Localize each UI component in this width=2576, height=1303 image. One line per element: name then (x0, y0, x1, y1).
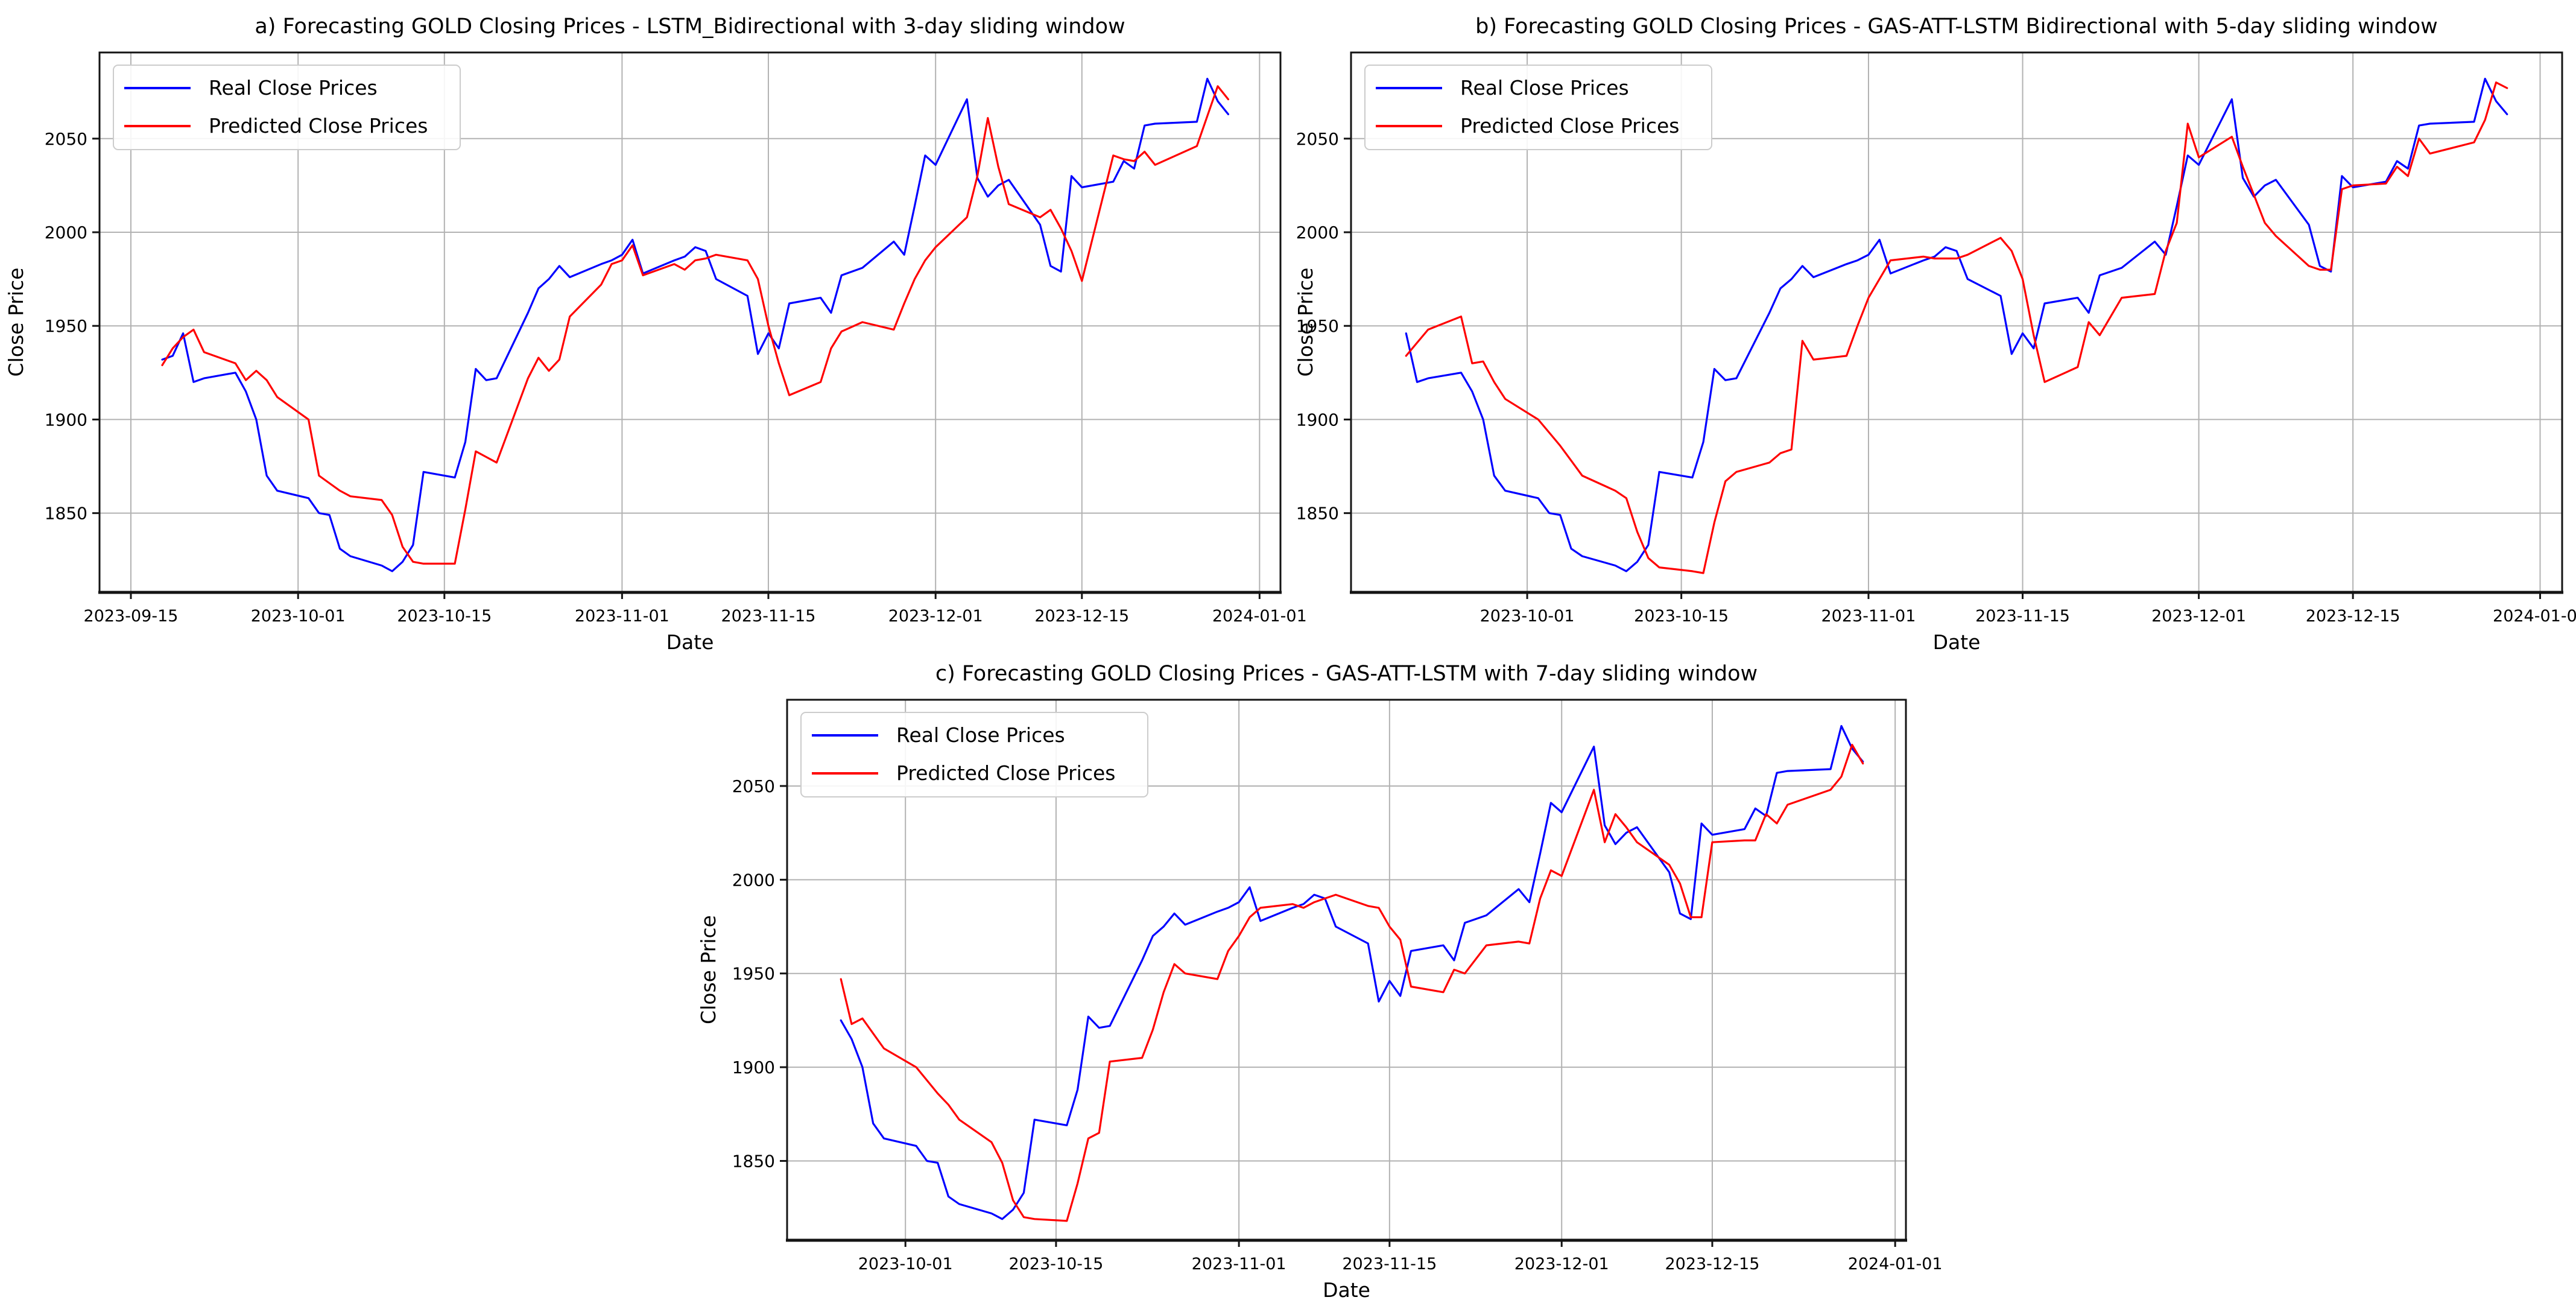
legend-label: Real Close Prices (1460, 76, 1629, 100)
y-tick-label: 2000 (732, 870, 775, 890)
x-tick-label: 2023-10-01 (251, 607, 346, 626)
x-tick-label: 2024-01-01 (1212, 607, 1307, 626)
legend-box (1364, 65, 1712, 150)
x-tick-label: 2023-12-01 (1514, 1255, 1609, 1273)
legend-box (800, 712, 1148, 797)
chart-title: a) Forecasting GOLD Closing Prices - LST… (255, 14, 1125, 39)
legend-label: Real Close Prices (209, 76, 378, 100)
x-axis-label: Date (666, 630, 714, 654)
y-tick-label: 2000 (45, 223, 87, 243)
series-real (840, 724, 1864, 1220)
y-tick-label: 1850 (732, 1151, 775, 1171)
x-tick-label: 2023-11-15 (721, 607, 815, 626)
y-tick-label: 1900 (1296, 410, 1339, 430)
y-tick-label: 2000 (1296, 223, 1339, 243)
y-tick-label: 1850 (45, 504, 87, 524)
y-tick-label: 2050 (45, 129, 87, 149)
y-tick-label: 1900 (45, 410, 87, 430)
x-axis-label: Date (1933, 630, 1981, 654)
y-tick-label: 1950 (1296, 316, 1339, 336)
x-tick-label: 2023-12-01 (888, 607, 983, 626)
x-tick-label: 2023-12-15 (1665, 1255, 1759, 1273)
chart-title: c) Forecasting GOLD Closing Prices - GAS… (935, 662, 1758, 686)
x-tick-label: 2023-12-15 (2306, 607, 2400, 626)
series-real (161, 77, 1230, 572)
series-predicted (161, 85, 1230, 565)
y-tick-label: 2050 (732, 776, 775, 796)
y-tick-label: 1950 (732, 964, 775, 984)
x-tick-label: 2023-10-15 (1634, 607, 1729, 626)
y-tick-label: 1900 (732, 1057, 775, 1077)
x-tick-label: 2024-01-01 (1848, 1255, 1943, 1273)
legend-label: Predicted Close Prices (1460, 114, 1679, 138)
x-tick-label: 2023-11-15 (1975, 607, 2070, 626)
x-tick-label: 2023-10-01 (858, 1255, 953, 1273)
x-tick-label: 2023-10-01 (1480, 607, 1575, 626)
x-tick-label: 2023-10-15 (1008, 1255, 1103, 1273)
x-tick-label: 2023-11-01 (575, 607, 669, 626)
legend-label: Predicted Close Prices (896, 761, 1115, 785)
x-tick-label: 2023-11-15 (1342, 1255, 1437, 1273)
y-axis-label: Close Price (1294, 268, 1317, 377)
y-tick-label: 1850 (1296, 504, 1339, 524)
x-tick-label: 2023-11-01 (1192, 1255, 1286, 1273)
legend-box (113, 65, 461, 150)
x-tick-label: 2023-10-15 (397, 607, 492, 626)
series-predicted (1405, 81, 2508, 574)
legend-label: Real Close Prices (896, 723, 1065, 747)
x-axis-label: Date (1323, 1278, 1370, 1302)
x-tick-label: 2023-09-15 (84, 607, 179, 626)
x-tick-label: 2023-11-01 (1821, 607, 1916, 626)
x-tick-label: 2023-12-01 (2151, 607, 2246, 626)
series-real (1405, 77, 2508, 572)
x-tick-label: 2023-12-15 (1034, 607, 1129, 626)
chart-title: b) Forecasting GOLD Closing Prices - GAS… (1475, 14, 2438, 39)
y-tick-label: 2050 (1296, 129, 1339, 149)
y-axis-label: Close Price (697, 915, 720, 1024)
x-tick-label: 2024-01-01 (2493, 607, 2576, 626)
legend-label: Predicted Close Prices (209, 114, 428, 138)
y-tick-label: 1950 (45, 316, 87, 336)
y-axis-label: Close Price (4, 268, 28, 377)
series-predicted (840, 743, 1864, 1222)
